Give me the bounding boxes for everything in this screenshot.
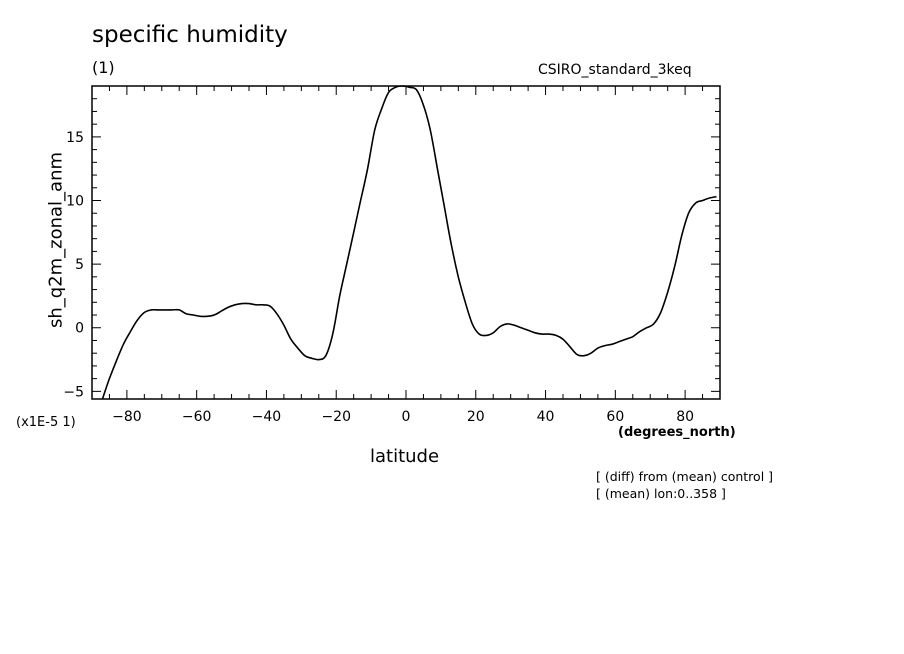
x-tick-label: 0 [402, 409, 411, 425]
x-tick-label: −20 [321, 409, 351, 425]
mean-note: [ (mean) lon:0..358 ] [596, 486, 726, 501]
y-tick-label: 15 [66, 130, 84, 146]
x-tick-label: −60 [182, 409, 212, 425]
chart-title: specific humidity [92, 22, 288, 48]
y-tick-label: −5 [63, 384, 84, 400]
x-units-label: (degrees_north) [618, 425, 736, 440]
diff-note: [ (diff) from (mean) control ] [596, 469, 774, 484]
model-label: CSIRO_standard_3keq [538, 62, 692, 78]
x-axis-label: latitude [370, 446, 440, 467]
x-tick-label: −80 [112, 409, 142, 425]
x-tick-label: 20 [467, 409, 485, 425]
scale-factor-label: (x1E-5 1) [16, 415, 76, 430]
x-tick-label: 80 [676, 409, 694, 425]
x-tick-label: 40 [537, 409, 555, 425]
x-tick-label: −40 [252, 409, 282, 425]
y-tick-label: 0 [75, 321, 84, 337]
x-tick-label: 60 [606, 409, 624, 425]
y-tick-label: 10 [66, 194, 84, 210]
y-tick-label: 5 [75, 257, 84, 273]
plot-frame [91, 85, 721, 400]
series-line [101, 85, 717, 400]
chart-subtitle: (1) [92, 58, 115, 77]
